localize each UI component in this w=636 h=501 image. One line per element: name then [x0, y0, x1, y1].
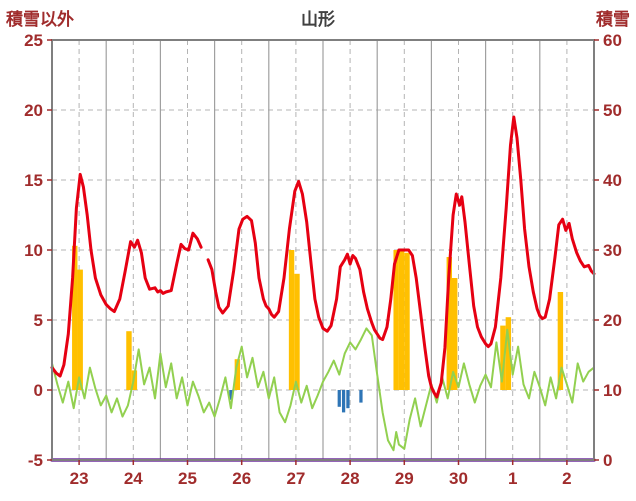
axis-tick-label: 30: [603, 241, 622, 260]
axis-tick-label: 40: [603, 171, 622, 190]
axis-tick-label: 23: [70, 469, 89, 488]
axis-tick-label: 2: [562, 469, 571, 488]
axis-tick-label: 26: [232, 469, 251, 488]
axis-tick-label: 30: [449, 469, 468, 488]
gridlines: [52, 40, 594, 460]
axis-tick-label: 29: [395, 469, 414, 488]
axis-tick-label: 5: [34, 311, 43, 330]
axis-tick-label: 1: [508, 469, 517, 488]
precipitation-series: [229, 390, 363, 413]
sunshine-series: [72, 245, 564, 390]
axis-tick-label: 0: [34, 381, 43, 400]
axis-tick-label: 10: [24, 241, 43, 260]
axis-tick-label: 20: [24, 101, 43, 120]
axis-tick-label: 24: [124, 469, 143, 488]
axis-ticks: [47, 39, 599, 465]
axis-tick-label: 50: [603, 101, 622, 120]
axis-tick-label: 25: [24, 31, 43, 50]
left-axis-title: 積雪以外: [6, 10, 74, 29]
chart-title: 山形: [301, 10, 335, 29]
temperature-series: [50, 115, 596, 399]
axis-tick-label: 27: [286, 469, 305, 488]
axis-tick-label: -5: [28, 451, 43, 470]
axis-tick-label: 0: [603, 451, 612, 470]
axis-tick-label: 15: [24, 171, 43, 190]
axis-tick-label: 20: [603, 311, 622, 330]
axis-tick-label: 25: [178, 469, 197, 488]
axis-tick-label: 28: [341, 469, 360, 488]
axis-tick-label: 60: [603, 31, 622, 50]
right-axis-title: 積雪: [596, 10, 630, 29]
axis-tick-label: 10: [603, 381, 622, 400]
wind-series: [51, 327, 595, 452]
